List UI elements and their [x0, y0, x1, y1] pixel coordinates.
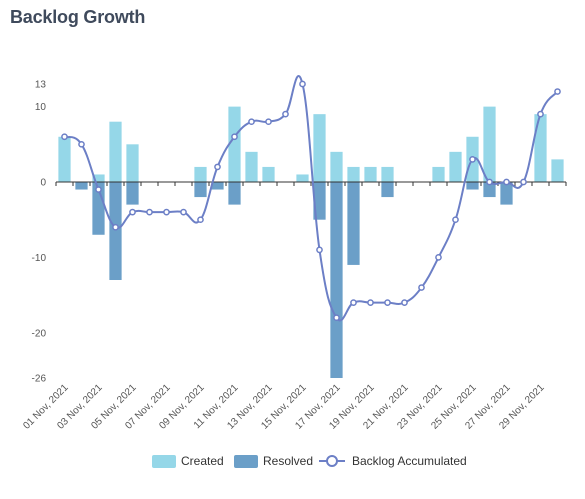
created-bar: [245, 151, 258, 182]
created-bar: [228, 106, 241, 182]
resolved-bar: [228, 182, 241, 205]
backlog-accumulated-point: [503, 178, 510, 186]
backlog-accumulated-point: [384, 299, 391, 306]
resolved-bar: [109, 182, 122, 280]
backlog-accumulated-point: [418, 284, 425, 291]
created-bar: [296, 174, 309, 182]
backlog-accumulated-point: [129, 208, 136, 216]
resolved-bar: [500, 182, 513, 205]
backlog-accumulated-point: [61, 133, 68, 141]
resolved-bar: [313, 182, 326, 220]
backlog-accumulated-point: [520, 178, 527, 186]
backlog-accumulated-point: [112, 223, 119, 231]
legend-marker: [326, 455, 338, 467]
created-bar: [109, 121, 122, 182]
legend-swatch: [152, 455, 176, 468]
backlog-accumulated-point: [537, 110, 544, 118]
created-bar: [194, 166, 207, 182]
legend-item-resolved: Resolved: [234, 454, 313, 468]
backlog-accumulated-point: [282, 110, 289, 118]
backlog-accumulated-point: [452, 216, 459, 224]
resolved-bar: [330, 182, 343, 378]
created-bar: [58, 136, 71, 182]
legend-swatch: [234, 455, 258, 468]
backlog-accumulated-point: [78, 140, 85, 148]
y-tick-label: -10: [32, 253, 47, 264]
resolved-bar: [466, 182, 479, 190]
created-bar: [449, 151, 462, 182]
backlog-accumulated-point: [350, 299, 357, 306]
created-bar: [92, 174, 105, 182]
backlog-accumulated-point: [265, 118, 272, 126]
created-bar: [313, 114, 326, 182]
y-tick-label: 0: [40, 178, 46, 189]
resolved-bar: [483, 182, 496, 198]
backlog-accumulated-point: [401, 299, 408, 306]
backlog-accumulated-point: [231, 133, 238, 141]
legend-item-backlog-accumulated: Backlog Accumulated: [319, 454, 467, 468]
backlog-accumulated-point: [197, 216, 204, 224]
y-tick-label: -20: [32, 328, 47, 339]
resolved-bar: [194, 182, 207, 198]
backlog-accumulated-point: [554, 88, 561, 95]
backlog-accumulated-point: [299, 80, 306, 88]
backlog-accumulated-point: [146, 208, 153, 216]
backlog-accumulated-point: [316, 246, 323, 254]
backlog-accumulated-point: [486, 178, 493, 186]
created-bar: [432, 166, 445, 182]
backlog-accumulated-point: [163, 208, 170, 216]
created-bar: [381, 166, 394, 182]
created-bar: [126, 144, 139, 182]
legend-label: Resolved: [263, 454, 313, 468]
resolved-bar: [347, 182, 360, 265]
resolved-bar: [126, 182, 139, 205]
backlog-accumulated-point: [95, 186, 102, 193]
legend-label: Created: [181, 454, 224, 468]
created-bar: [551, 159, 564, 182]
created-bar: [534, 114, 547, 182]
y-tick-label: -26: [32, 374, 47, 385]
backlog-accumulated-point: [435, 254, 442, 261]
backlog-accumulated-point: [214, 163, 221, 171]
y-tick-label: 10: [35, 102, 47, 113]
created-bar: [483, 106, 496, 182]
backlog-accumulated-point: [248, 118, 255, 126]
backlog-accumulated-point: [367, 299, 374, 306]
created-bar: [330, 151, 343, 182]
legend-item-created: Created: [152, 454, 224, 468]
legend-label: Backlog Accumulated: [352, 454, 467, 468]
legend: Created Resolved Backlog Accumulated: [152, 454, 467, 468]
resolved-bar: [75, 182, 88, 190]
backlog-accumulated-point: [180, 208, 187, 216]
chart-title: Backlog Growth: [10, 7, 146, 27]
resolved-bar: [211, 182, 224, 190]
backlog-accumulated-point: [469, 156, 476, 163]
resolved-bar: [381, 182, 394, 198]
y-tick-label: 13: [35, 80, 47, 91]
backlog-accumulated-point: [333, 314, 340, 322]
created-bar: [262, 166, 275, 182]
created-bar: [347, 166, 360, 182]
created-bar: [364, 166, 377, 182]
